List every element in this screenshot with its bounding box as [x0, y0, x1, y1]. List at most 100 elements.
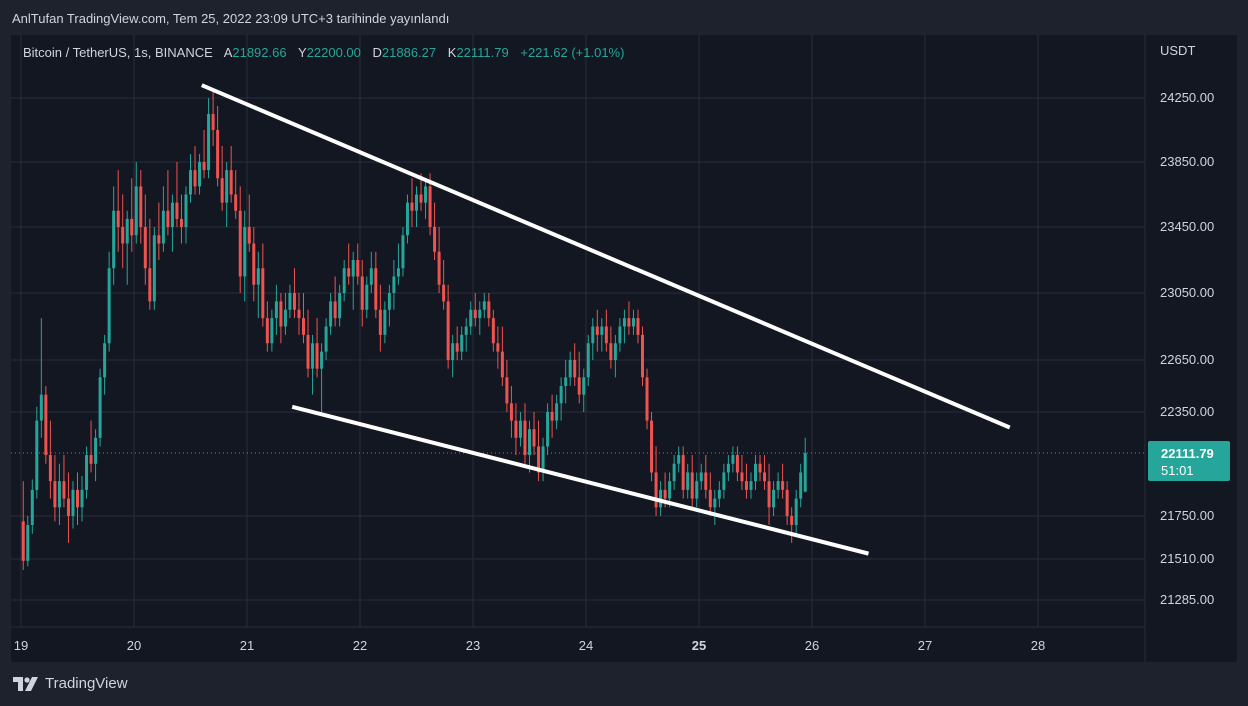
- candle[interactable]: [424, 178, 428, 219]
- candle[interactable]: [509, 386, 513, 438]
- candle[interactable]: [514, 403, 518, 456]
- candle[interactable]: [396, 243, 400, 285]
- candle[interactable]: [152, 227, 156, 310]
- candle[interactable]: [772, 481, 776, 516]
- candle[interactable]: [401, 227, 405, 277]
- chart-frame[interactable]: USDT 24250.00 23850.00 23450.00 23050.00 226…: [11, 35, 1237, 662]
- candle[interactable]: [76, 472, 79, 525]
- candle[interactable]: [85, 446, 89, 499]
- candle[interactable]: [94, 429, 98, 482]
- candle[interactable]: [636, 309, 640, 344]
- candle[interactable]: [347, 243, 351, 285]
- candle[interactable]: [112, 186, 116, 285]
- candle[interactable]: [387, 284, 391, 327]
- candle[interactable]: [532, 412, 536, 456]
- candle[interactable]: [460, 326, 464, 361]
- candle[interactable]: [392, 260, 396, 310]
- candle[interactable]: [641, 326, 644, 387]
- candle[interactable]: [537, 420, 541, 482]
- candle[interactable]: [790, 507, 794, 543]
- candle[interactable]: [193, 146, 197, 195]
- candle[interactable]: [288, 284, 292, 319]
- candle[interactable]: [198, 154, 202, 195]
- candle[interactable]: [568, 351, 572, 386]
- candle[interactable]: [184, 186, 188, 244]
- candlestick-chart[interactable]: USDT 24250.00 23850.00 23450.00 23050.00 226…: [11, 35, 1237, 662]
- candle[interactable]: [238, 186, 242, 293]
- candle[interactable]: [338, 284, 342, 327]
- candle[interactable]: [672, 455, 676, 490]
- candle[interactable]: [722, 463, 726, 499]
- candle[interactable]: [229, 146, 233, 203]
- candle[interactable]: [107, 251, 111, 352]
- tradingview-brand[interactable]: TradingView: [13, 675, 128, 692]
- candle[interactable]: [125, 210, 129, 285]
- candle[interactable]: [577, 351, 581, 404]
- candle[interactable]: [591, 318, 595, 360]
- candle[interactable]: [202, 130, 206, 179]
- candle[interactable]: [356, 243, 360, 285]
- candle[interactable]: [505, 360, 509, 412]
- candle[interactable]: [478, 301, 482, 335]
- candle[interactable]: [650, 412, 654, 482]
- candle[interactable]: [473, 293, 477, 327]
- candle[interactable]: [21, 481, 25, 570]
- candle[interactable]: [274, 284, 278, 335]
- candle[interactable]: [30, 479, 34, 534]
- candle[interactable]: [559, 377, 563, 421]
- candle[interactable]: [378, 284, 382, 352]
- candle[interactable]: [744, 463, 748, 499]
- candle[interactable]: [139, 170, 143, 244]
- candle[interactable]: [179, 194, 183, 244]
- candle[interactable]: [342, 260, 346, 302]
- candle[interactable]: [600, 318, 604, 352]
- candle[interactable]: [225, 162, 229, 227]
- candle[interactable]: [555, 394, 559, 430]
- candle[interactable]: [713, 489, 717, 525]
- trendline-upper[interactable]: [201, 83, 1011, 430]
- candle[interactable]: [740, 455, 744, 490]
- candle[interactable]: [329, 293, 333, 335]
- candle[interactable]: [803, 437, 807, 493]
- candle[interactable]: [781, 463, 785, 499]
- candle[interactable]: [686, 463, 690, 499]
- candle[interactable]: [695, 472, 699, 508]
- trendline-lower[interactable]: [291, 404, 869, 556]
- candle[interactable]: [699, 463, 703, 490]
- candle[interactable]: [677, 446, 681, 473]
- candle[interactable]: [604, 309, 608, 352]
- candle[interactable]: [496, 326, 500, 369]
- candle[interactable]: [595, 309, 599, 352]
- candle[interactable]: [220, 146, 224, 211]
- candle[interactable]: [794, 489, 798, 534]
- candle[interactable]: [130, 178, 134, 252]
- candle[interactable]: [116, 170, 120, 252]
- candle[interactable]: [659, 481, 663, 516]
- candle[interactable]: [487, 293, 491, 327]
- candle[interactable]: [573, 343, 577, 386]
- candle[interactable]: [98, 368, 102, 447]
- candle[interactable]: [564, 360, 568, 404]
- symbol-legend[interactable]: Bitcoin / TetherUS, 1s, BINANCE A21892.6…: [23, 45, 624, 60]
- candle[interactable]: [451, 334, 455, 378]
- candle[interactable]: [500, 326, 504, 387]
- candle[interactable]: [622, 309, 626, 344]
- candle[interactable]: [243, 210, 247, 302]
- candle[interactable]: [302, 293, 305, 344]
- candle[interactable]: [776, 472, 780, 499]
- candle[interactable]: [546, 403, 550, 456]
- candle[interactable]: [39, 318, 43, 438]
- candle[interactable]: [735, 446, 739, 482]
- candle[interactable]: [369, 251, 373, 293]
- candle[interactable]: [360, 260, 364, 327]
- candle[interactable]: [175, 162, 179, 227]
- candle[interactable]: [446, 284, 450, 369]
- candle[interactable]: [261, 243, 265, 327]
- candle[interactable]: [89, 420, 93, 473]
- candle[interactable]: [121, 194, 125, 269]
- candle[interactable]: [166, 170, 170, 236]
- candle[interactable]: [645, 368, 649, 430]
- candle[interactable]: [157, 202, 161, 260]
- candle[interactable]: [785, 481, 789, 525]
- candle[interactable]: [708, 472, 712, 516]
